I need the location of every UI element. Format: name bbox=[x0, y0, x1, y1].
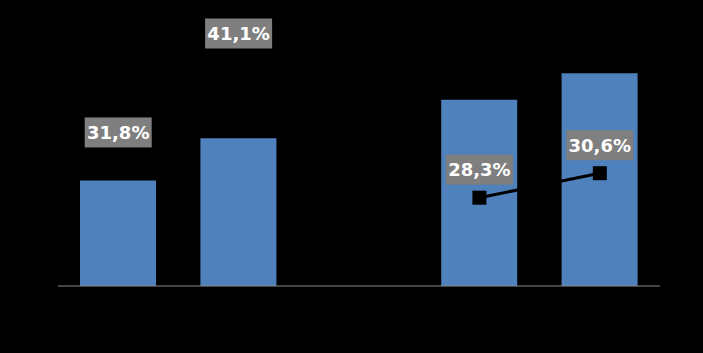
svg-text:30,6%: 30,6% bbox=[569, 135, 631, 156]
svg-text:41,1%: 41,1% bbox=[207, 23, 269, 44]
svg-text:28,3%: 28,3% bbox=[448, 159, 510, 180]
svg-text:31,8%: 31,8% bbox=[87, 122, 149, 143]
